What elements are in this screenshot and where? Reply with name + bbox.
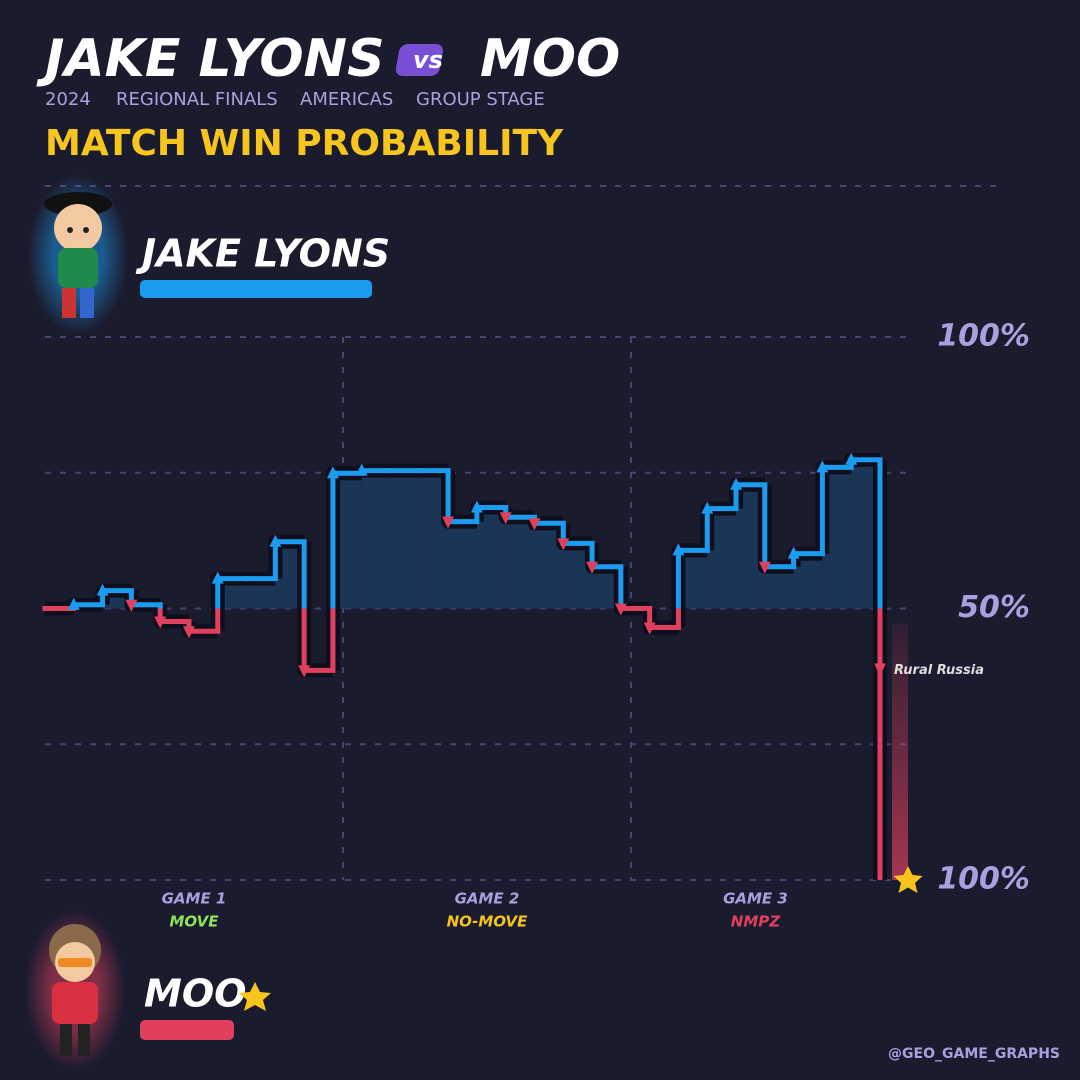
step [787,546,825,567]
step [643,608,681,635]
step [701,501,739,551]
area [448,521,477,609]
step-marker [298,665,311,678]
step [442,470,480,529]
step-marker [211,571,224,584]
player-name: JAKE LYONS [135,232,390,276]
y-tick-label: 100% [937,319,1030,354]
end-star [893,866,923,893]
step [154,604,192,629]
player-bar [140,280,372,298]
step [557,523,595,551]
step-marker [269,534,282,547]
step-marker [182,626,195,639]
step-marker [643,622,656,635]
area [390,470,420,609]
annotation: Rural Russia [894,663,984,678]
area [505,517,535,609]
step [874,459,886,880]
step [672,543,710,628]
y-tick-label: 100% [937,862,1030,897]
step-marker [614,603,627,616]
step [499,507,537,525]
area [476,507,506,609]
title-vs: vs [413,46,443,74]
step [125,590,163,612]
winner-star [239,982,271,1011]
player-bar [140,1020,234,1040]
step-marker [874,663,886,676]
line-layer [42,452,886,880]
step-marker [499,512,512,525]
step-marker [730,477,743,490]
step [528,517,566,531]
avatar-jake [28,175,128,335]
step [470,500,509,522]
y-tick-label: 50% [958,590,1030,625]
step [758,484,797,574]
game-mode: NO-MOVE [447,913,529,931]
step [816,460,854,554]
step-marker [816,460,829,473]
heading: MATCH WIN PROBABILITY [45,123,564,164]
vs-badge [395,44,443,76]
avatar-moo [25,910,125,1070]
step [845,452,883,468]
step-marker [586,561,599,574]
step-marker [67,597,80,610]
subtitle: REGIONAL FINALS [116,89,278,110]
step-marker [845,452,858,465]
step-marker [96,583,109,596]
credit: @GEO_GAME_GRAPHS [888,1046,1060,1062]
subtitle: GROUP STAGE [416,89,545,110]
step [96,583,134,605]
step-marker [442,516,455,529]
step [298,541,336,678]
step-marker [787,546,800,559]
step-marker [528,518,541,531]
step [182,621,221,639]
step [614,566,653,616]
step-marker [125,599,138,612]
step-marker [470,500,483,513]
player-name: MOO [144,972,246,1016]
step-marker [355,463,368,476]
step-marker [326,466,339,479]
step-marker [758,561,771,574]
step [269,534,307,579]
game-mode: NMPZ [731,913,781,931]
area [361,470,391,609]
step [586,543,624,574]
area-layer [73,459,908,880]
step-marker [154,616,167,629]
step [67,597,106,610]
game-label: GAME 1 [162,890,227,908]
title-right: MOO [480,29,620,89]
step-marker [701,501,714,514]
step [211,571,250,632]
step [355,463,394,476]
title-left: JAKE LYONS [36,29,385,89]
subtitle: 2024 [45,89,91,110]
halo [613,566,650,616]
step-marker [557,538,570,551]
game-label: GAME 2 [455,890,520,908]
step-marker [672,543,685,556]
step [730,477,768,509]
final-bar [892,623,908,880]
game-label: GAME 3 [723,890,788,908]
game-mode: MOVE [170,913,220,931]
subtitle: AMERICAS [300,89,393,110]
